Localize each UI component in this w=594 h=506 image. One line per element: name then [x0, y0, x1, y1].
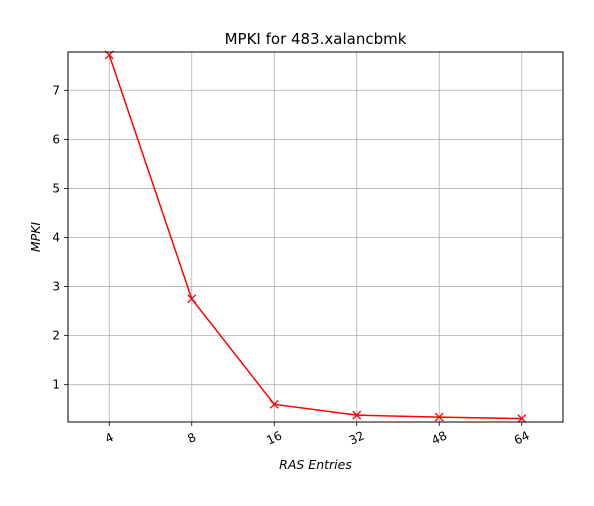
data-point-marker [517, 414, 527, 424]
series-layer [104, 50, 527, 424]
x-tick-label: 64 [512, 428, 532, 447]
y-tick-label: 7 [52, 83, 60, 97]
data-point-marker [187, 294, 197, 304]
marker-stroke [187, 294, 197, 304]
y-tick-label: 5 [52, 181, 60, 195]
data-point-marker [269, 399, 279, 409]
y-tick-label: 2 [52, 329, 60, 343]
y-tick-label: 3 [52, 280, 60, 294]
series-line [108, 54, 522, 420]
x-axis-label: RAS Entries [279, 457, 352, 472]
marker-stroke [269, 399, 279, 409]
x-tick-label: 32 [347, 428, 367, 447]
data-point-marker [434, 412, 444, 422]
y-tick-label: 1 [52, 378, 60, 392]
grid [68, 52, 563, 422]
marker-stroke [434, 412, 444, 422]
y-tick-label: 6 [52, 132, 60, 146]
x-tick-label: 16 [264, 428, 284, 447]
marker-stroke [352, 410, 362, 420]
plot-frame [67, 51, 564, 423]
y-axis-label: MPKI [28, 222, 43, 253]
marker-stroke [517, 414, 527, 424]
x-tick-label: 48 [429, 428, 449, 447]
chart-title: MPKI for 483.xalancbmk [225, 30, 407, 48]
data-point-marker [352, 410, 362, 420]
y-tick-label: 4 [52, 230, 60, 244]
